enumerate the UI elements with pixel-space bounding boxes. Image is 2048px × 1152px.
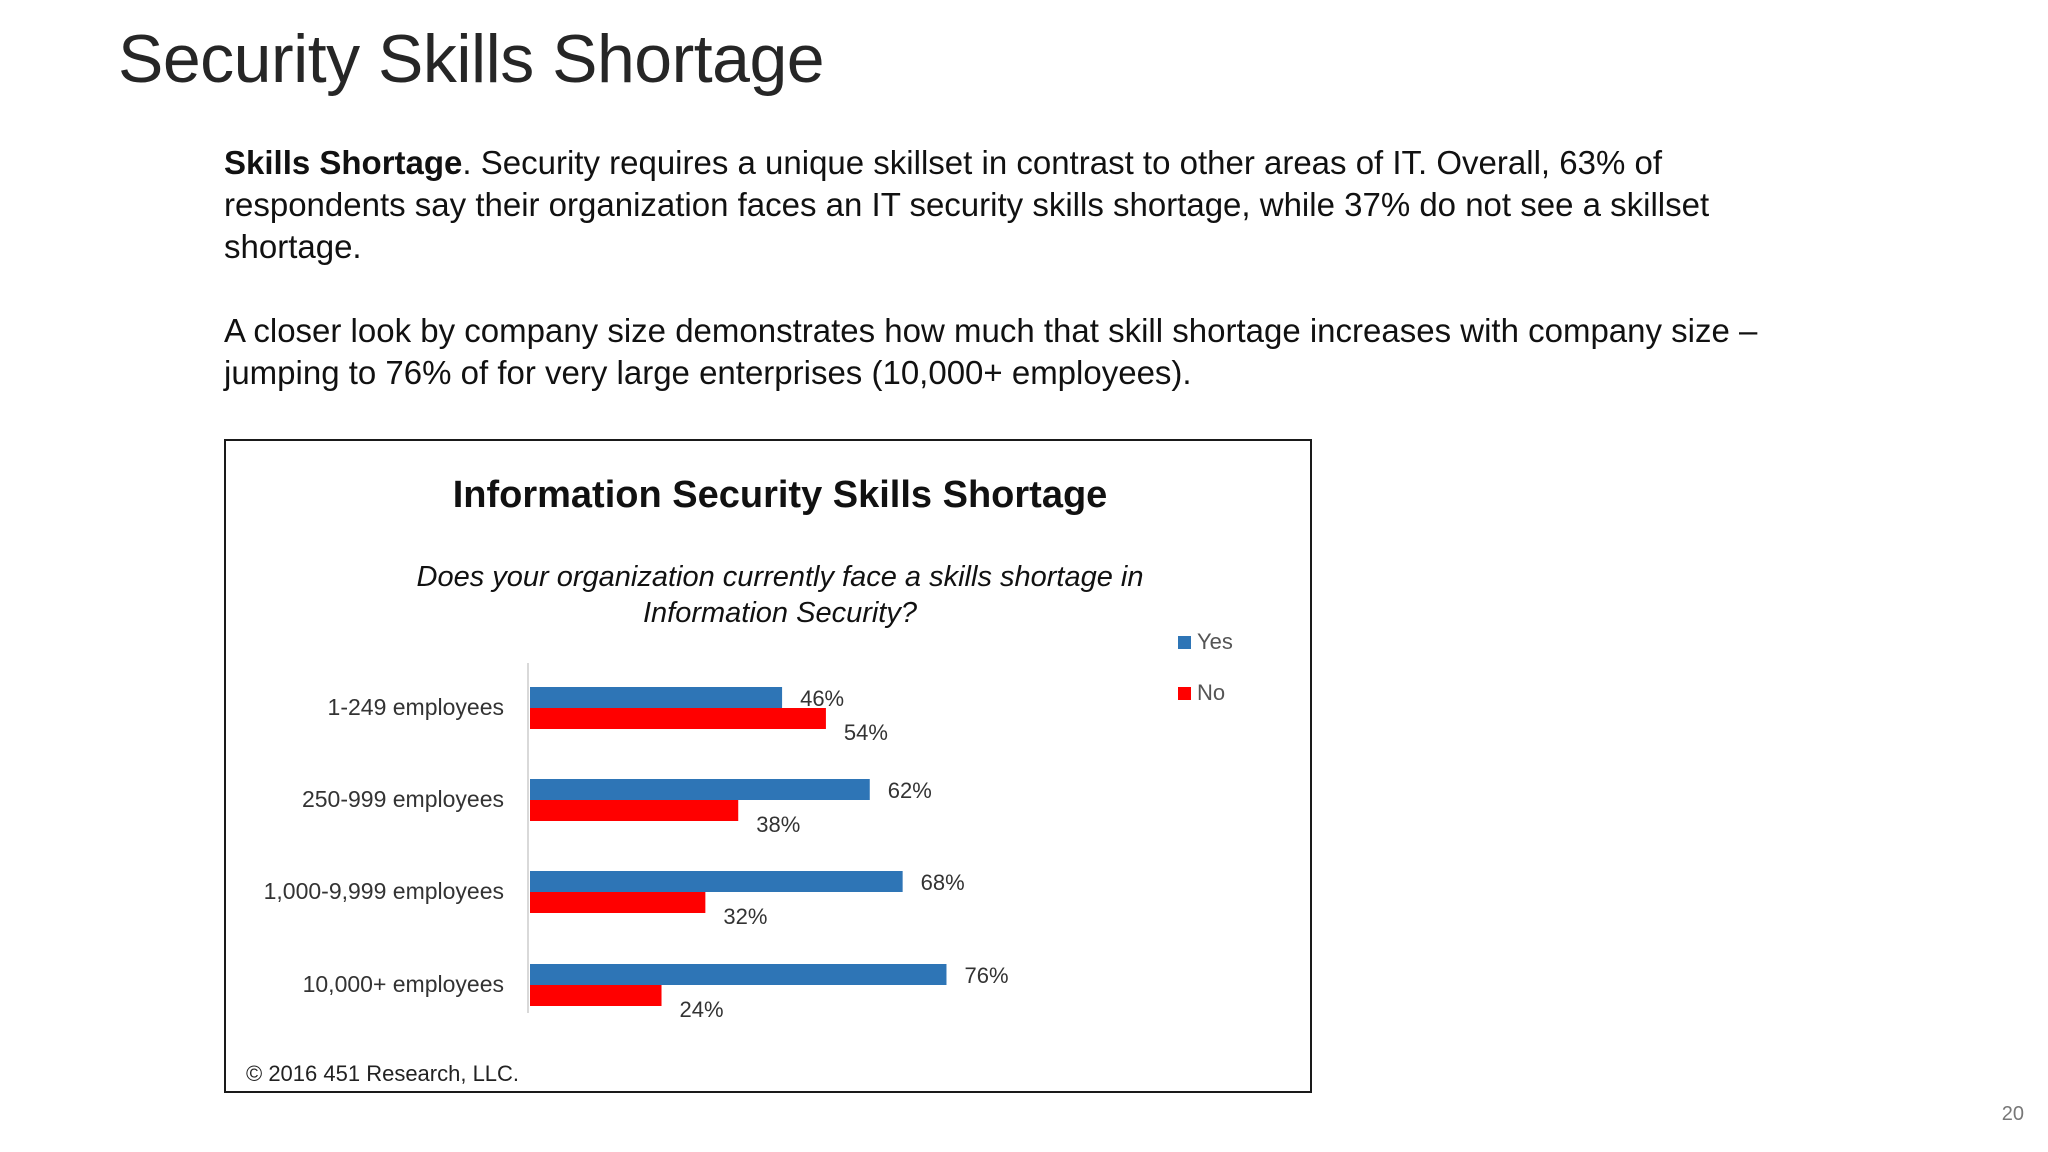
paragraph-lead-rest: . Security requires a unique skillset in… bbox=[224, 144, 1710, 265]
data-label-yes: 62% bbox=[888, 778, 932, 803]
data-label-no: 32% bbox=[723, 904, 767, 929]
legend-swatch-yes bbox=[1178, 636, 1191, 649]
legend-label-yes: Yes bbox=[1197, 629, 1233, 654]
bar-yes bbox=[530, 687, 783, 708]
data-label-yes: 76% bbox=[964, 963, 1008, 988]
chart-title: Information Security Skills Shortage bbox=[453, 474, 1108, 516]
category-label: 250-999 employees bbox=[302, 786, 504, 812]
paragraph-skills-shortage: Skills Shortage. Security requires a uni… bbox=[224, 142, 1764, 268]
bar-no bbox=[530, 800, 739, 821]
bar-yes bbox=[530, 779, 870, 800]
data-label-no: 54% bbox=[844, 720, 888, 745]
chart-source: © 2016 451 Research, LLC. bbox=[246, 1061, 519, 1086]
category-label: 1-249 employees bbox=[328, 694, 504, 720]
chart-legend: Yes No bbox=[1178, 629, 1233, 705]
skills-shortage-chart: Information Security Skills Shortage Doe… bbox=[246, 474, 1233, 1086]
chart-subtitle-line1: Does your organization currently face a … bbox=[417, 561, 1144, 593]
bar-no bbox=[530, 708, 826, 729]
bar-no bbox=[530, 985, 662, 1006]
chart-marks: 1-249 employees 46%54% 250-999 employees 62… bbox=[264, 686, 1009, 1022]
body-text: Skills Shortage. Security requires a uni… bbox=[224, 142, 1764, 436]
data-label-no: 38% bbox=[756, 812, 800, 837]
bar-yes bbox=[530, 871, 903, 892]
category-label: 10,000+ employees bbox=[303, 971, 504, 997]
legend-swatch-no bbox=[1178, 687, 1191, 700]
page-number: 20 bbox=[2001, 1103, 2024, 1125]
data-label-no: 24% bbox=[680, 997, 724, 1022]
chart-frame: Information Security Skills Shortage Doe… bbox=[224, 439, 1312, 1093]
paragraph-company-size: A closer look by company size demonstrat… bbox=[224, 312, 1758, 391]
slide-title: Security Skills Shortage bbox=[118, 21, 825, 97]
paragraph-lead-bold: Skills Shortage bbox=[224, 144, 463, 181]
legend-label-no: No bbox=[1197, 680, 1225, 705]
bar-yes bbox=[530, 964, 947, 985]
data-label-yes: 46% bbox=[800, 686, 844, 711]
chart-subtitle-line2: Information Security? bbox=[643, 597, 918, 629]
bar-no bbox=[530, 892, 706, 913]
data-label-yes: 68% bbox=[921, 870, 965, 895]
category-label: 1,000-9,999 employees bbox=[264, 878, 504, 904]
